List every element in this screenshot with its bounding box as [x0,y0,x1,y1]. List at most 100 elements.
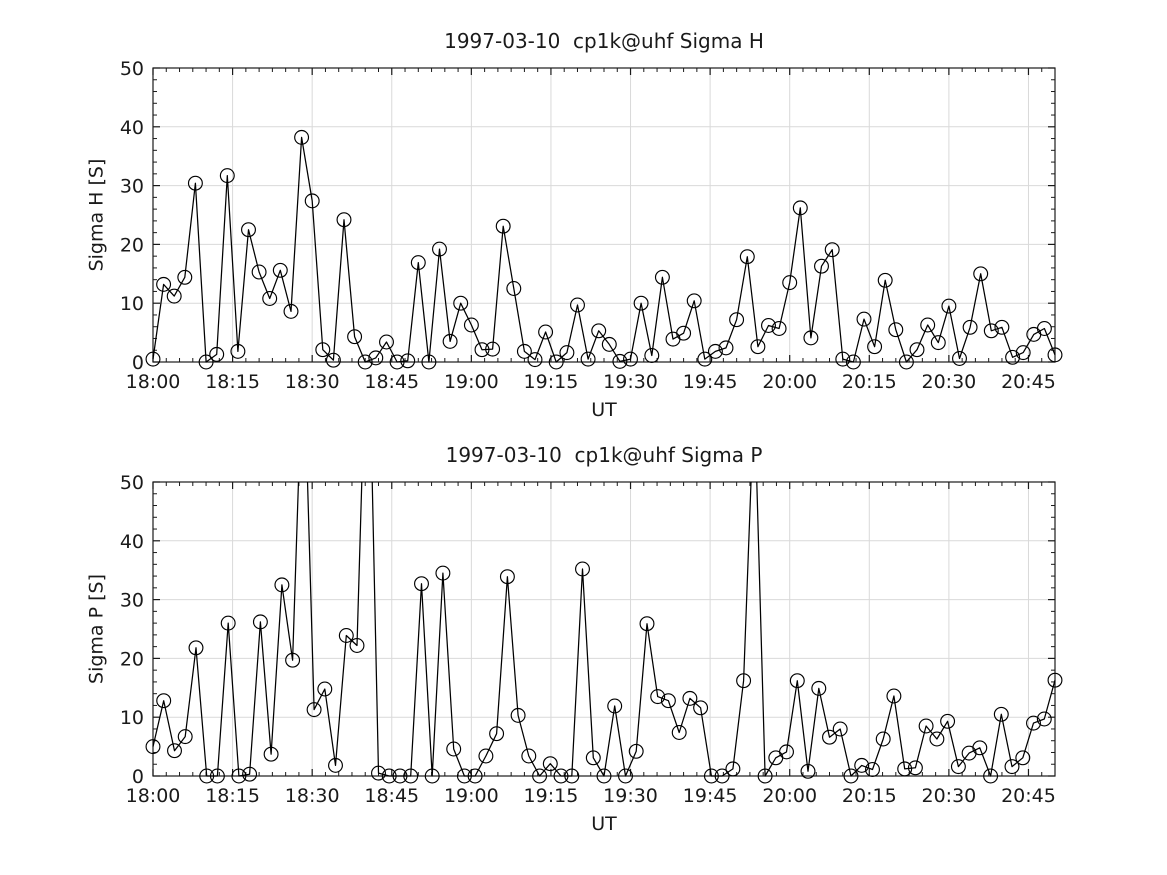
data-point-marker [714,768,730,784]
data-point-marker [188,640,204,656]
data-point-marker [929,731,945,747]
data-point-marker [703,768,719,784]
x-axis-label-ut-bottom: UT [591,813,617,835]
data-point-marker [983,768,999,784]
x-axis-label-ut-top: UT [591,399,617,421]
data-point-marker [623,351,638,367]
data-point-marker [432,241,447,257]
y-tick-label: 0 [132,766,144,788]
data-point-marker [442,333,458,349]
data-point-marker [296,328,310,342]
y-tick-label: 30 [120,176,144,198]
x-tick-label: 20:45 [1001,371,1056,393]
data-point-marker [736,673,752,689]
x-tick-label: 19:15 [524,371,579,393]
x-tick-label: 18:15 [205,371,260,393]
data-point-marker [693,700,709,716]
x-tick-label: 19:45 [683,785,738,807]
data-point-marker [1015,750,1031,766]
data-point-marker [187,175,203,191]
data-point-marker [495,218,511,234]
data-point-marker [156,276,172,292]
y-axis-label-sigma-h: Sigma H [S] [85,158,108,272]
data-point-marker [1004,759,1020,775]
data-point-marker [231,768,247,784]
x-tick-label: 19:15 [524,785,579,807]
x-tick-label: 20:00 [762,371,817,393]
data-point-marker [166,288,182,304]
data-point-marker [779,744,794,760]
data-point-marker [800,763,816,779]
data-point-marker [392,768,408,784]
data-point-marker [761,318,776,333]
data-point-marker [336,212,352,228]
data-point-marker [607,698,623,714]
data-point-marker [283,303,299,319]
data-point-marker [294,129,310,145]
data-point-marker [952,351,967,366]
data-point-marker [209,346,225,362]
data-point-marker [1005,349,1021,365]
data-point-marker [368,350,384,366]
data-point-marker [315,342,331,358]
data-point-marker [347,329,363,345]
data-point-marker [272,262,288,278]
data-point-marker [601,336,617,352]
data-point-marker [792,200,808,216]
data-point-marker [1047,672,1063,688]
data-point-marker [843,768,859,784]
y-tick-label: 30 [120,590,144,612]
data-point-marker [410,255,426,271]
data-point-marker [199,768,215,784]
data-point-marker [361,269,375,283]
data-point-marker [219,168,235,184]
data-point-marker [516,343,532,359]
data-point-marker [553,768,569,784]
data-point-marker [877,272,893,288]
data-point-marker [453,295,469,311]
x-tick-label: 19:00 [444,785,499,807]
x-tick-label: 20:15 [842,785,897,807]
data-point-marker [697,351,713,367]
data-point-marker [972,740,988,756]
series-group [145,269,1063,784]
x-tick-label: 20:30 [921,785,976,807]
data-point-marker [757,768,773,784]
data-point-marker [686,293,702,309]
data-point-marker [177,269,193,285]
sigma-h-chart: 18:00 18:15 18:30 18:45 19:00 19:15 19:30 19:45… [120,58,1063,393]
data-point-marker [718,340,734,356]
data-point-marker [456,768,472,784]
x-tick-label: 20:30 [921,371,976,393]
data-point-marker [1047,347,1063,363]
data-point-marker [325,352,341,368]
data-point-marker [1036,321,1052,336]
data-point-marker [285,652,301,668]
data-point-marker [639,616,655,632]
data-point-marker [357,354,373,370]
data-point-marker [865,762,880,777]
data-point-marker [867,339,883,355]
data-point-marker [940,713,956,729]
data-point-marker [559,345,575,361]
data-point-marker [403,768,419,784]
data-point-marker [145,739,161,755]
data-point-marker [824,242,840,258]
data-point-marker [612,353,628,369]
data-point-marker [654,269,670,285]
data-point-marker [198,354,214,370]
data-point-marker [506,281,522,296]
data-point-marker [251,264,267,280]
series-line [152,136,1056,363]
data-point-marker [499,569,515,585]
data-point-marker [618,768,633,784]
data-point-marker [485,341,501,357]
data-point-marker [993,706,1009,722]
data-point-marker [909,342,925,358]
series-group [145,129,1063,370]
data-point-marker [886,688,902,704]
data-point-marker [835,351,851,367]
data-point-marker [725,761,741,777]
data-point-marker [803,330,819,346]
